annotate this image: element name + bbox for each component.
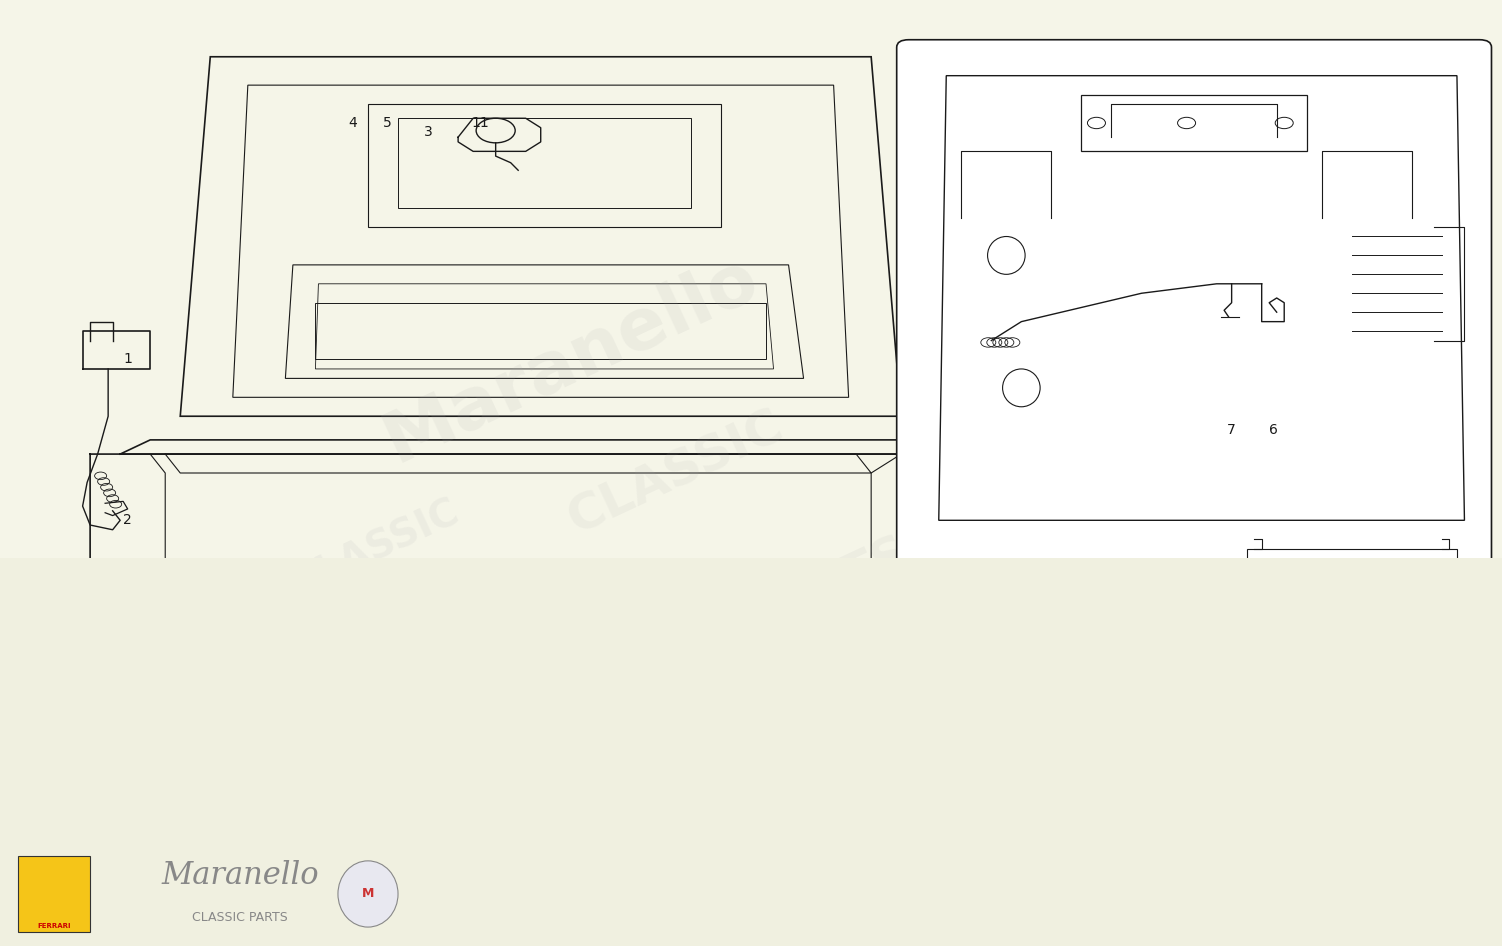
Ellipse shape	[338, 861, 398, 927]
Text: Maranello: Maranello	[1030, 258, 1373, 461]
Text: 8: 8	[544, 656, 553, 669]
Polygon shape	[18, 856, 90, 932]
Text: 7: 7	[1227, 424, 1236, 437]
Text: 1: 1	[123, 353, 132, 366]
Text: USA - CDN: USA - CDN	[1221, 605, 1317, 623]
Text: PARTS: PARTS	[1011, 710, 1152, 803]
Text: CLASSIC: CLASSIC	[285, 493, 466, 604]
Text: 9: 9	[544, 684, 553, 697]
Text: CLASSIC PARTS: CLASSIC PARTS	[192, 911, 288, 924]
Text: 11: 11	[472, 116, 490, 130]
Text: 6: 6	[1269, 424, 1278, 437]
Text: PARTS: PARTS	[736, 527, 916, 646]
FancyBboxPatch shape	[0, 558, 1502, 946]
Text: Maranello: Maranello	[162, 860, 318, 890]
FancyBboxPatch shape	[897, 40, 1491, 589]
Text: 3: 3	[424, 126, 433, 139]
Text: 10: 10	[539, 712, 557, 726]
Text: M: M	[362, 887, 374, 901]
Text: FERRARI: FERRARI	[38, 923, 71, 929]
Text: CLASSIC: CLASSIC	[560, 402, 792, 544]
Text: Maranello: Maranello	[372, 243, 769, 476]
Text: 5: 5	[383, 116, 392, 130]
Text: 2: 2	[123, 514, 132, 527]
Text: 4: 4	[348, 116, 357, 130]
Text: PARTS: PARTS	[1202, 442, 1352, 542]
